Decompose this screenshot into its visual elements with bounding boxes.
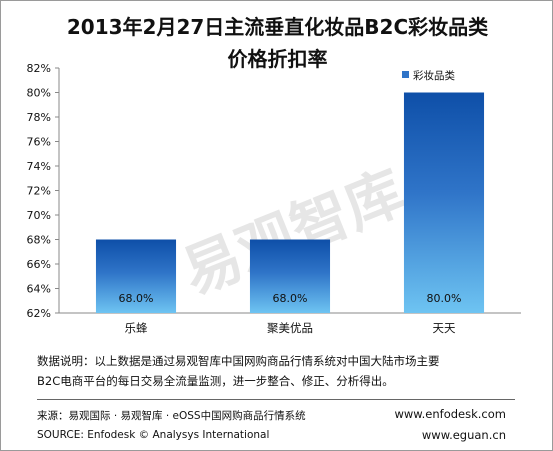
data-label: 68.0% <box>273 292 308 305</box>
x-tick-label: 聚美优品 <box>267 321 313 335</box>
y-tick-label: 72% <box>27 185 51 198</box>
data-note: 数据说明：以上数据是通过易观智库中国网购商品行情系统对中国大陆市场主要 B2C电… <box>37 351 517 391</box>
y-tick-label: 82% <box>27 62 51 75</box>
footer-divider <box>37 399 515 400</box>
bar <box>403 92 485 313</box>
y-tick-label: 80% <box>27 87 51 100</box>
data-label: 68.0% <box>119 292 154 305</box>
y-tick-label: 66% <box>27 258 51 271</box>
data-note-line1: 数据说明：以上数据是通过易观智库中国网购商品行情系统对中国大陆市场主要 <box>37 354 440 368</box>
data-note-line2: B2C电商平台的每日交易全流量监测，进一步整合、修正、分析得出。 <box>37 374 394 388</box>
data-label: 80.0% <box>427 292 462 305</box>
y-tick-label: 68% <box>27 234 51 247</box>
y-tick-label: 64% <box>27 283 51 296</box>
bar <box>249 239 331 313</box>
chart-title-line2: 价格折扣率 <box>227 47 328 71</box>
y-tick-label: 78% <box>27 111 51 124</box>
source-cn: 来源：易观国际 · 易观智库 · eOSS中国网购商品行情系统 <box>37 410 306 422</box>
y-tick-label: 62% <box>27 307 51 320</box>
source-en: SOURCE: Enfodesk © Analysys Internationa… <box>37 429 270 441</box>
y-tick-label: 76% <box>27 136 51 149</box>
chart-title-line1: 2013年2月27日主流垂直化妆品B2C彩妆品类 <box>66 15 489 39</box>
bar <box>95 239 177 313</box>
legend-entry: 彩妆品类 <box>413 69 455 82</box>
url-enfodesk[interactable]: www.enfodesk.com <box>394 407 506 421</box>
x-tick-label: 乐蜂 <box>125 321 148 335</box>
y-tick-label: 74% <box>27 160 51 173</box>
x-tick-label: 天天 <box>433 321 456 335</box>
y-tick-label: 70% <box>27 209 51 222</box>
legend-swatch <box>402 71 409 78</box>
url-eguan[interactable]: www.eguan.cn <box>421 428 506 442</box>
